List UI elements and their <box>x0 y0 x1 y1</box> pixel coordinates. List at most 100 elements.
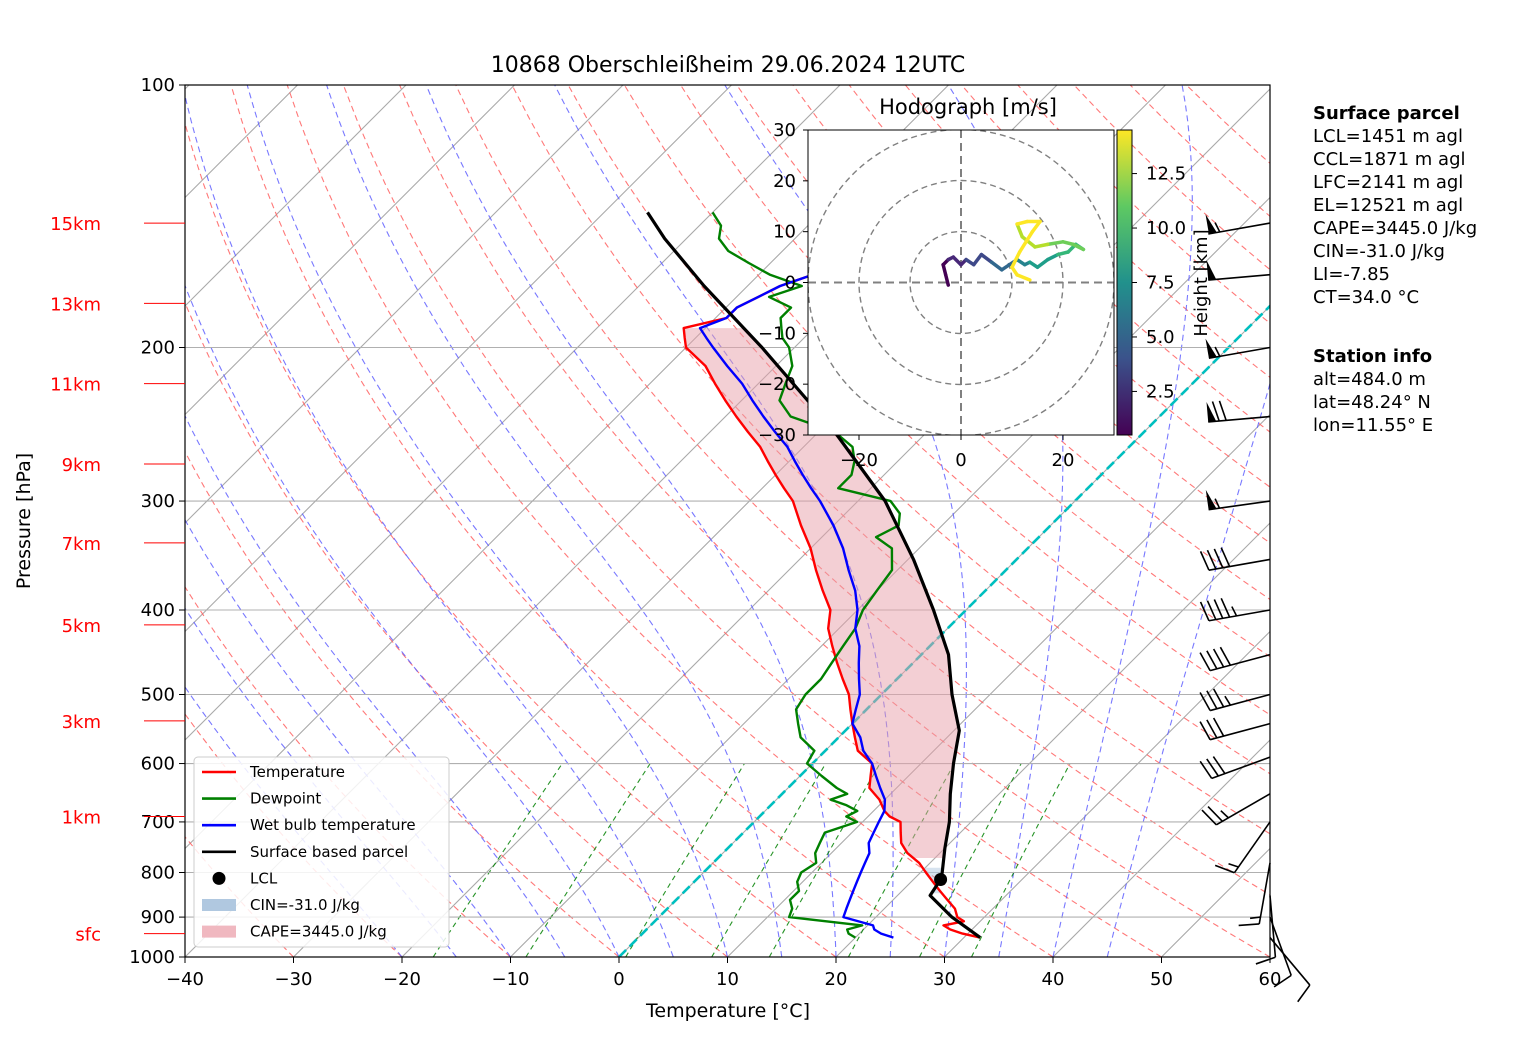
wind-barb-shaft <box>1258 862 1271 925</box>
x-axis-label: Temperature [°C] <box>645 1000 810 1022</box>
height-marker-label: 5km <box>62 616 101 637</box>
wind-barb-feather <box>1211 401 1220 422</box>
dry-adiabat-line <box>286 85 1054 957</box>
moist-adiabat-line <box>185 93 674 957</box>
wind-barb <box>1199 547 1271 571</box>
wind-barb-shaft <box>1208 273 1271 281</box>
moist-adiabat-line <box>185 284 620 957</box>
hodograph-x-tick-label: 0 <box>955 450 966 471</box>
y-axis-label: Pressure [hPa] <box>13 453 35 589</box>
wind-barb-feather <box>1273 974 1292 988</box>
wind-barb <box>1205 338 1271 360</box>
dry-adiabat-line <box>185 450 620 957</box>
hodograph-segment <box>1056 250 1070 257</box>
legend-swatch-patch <box>202 899 236 911</box>
wind-barb-half-feather <box>1220 810 1229 819</box>
wind-barb-feather <box>1199 652 1211 672</box>
hodograph-segment <box>1061 240 1075 247</box>
colorbar-tick-label: 2.5 <box>1146 381 1175 402</box>
y-tick-label: 600 <box>141 754 175 775</box>
wind-barb <box>1269 916 1292 988</box>
wind-barb-half-feather <box>1214 498 1221 509</box>
wind-barb-shaft <box>1209 693 1271 712</box>
wind-barb-feather <box>1297 984 1311 1003</box>
wind-barb-half-feather <box>1228 862 1239 868</box>
isotherm-line <box>185 85 407 307</box>
colorbar-tick-label: 5.0 <box>1146 327 1175 348</box>
station-line-alt: alt=484.0 m <box>1313 369 1426 390</box>
y-tick-label: 800 <box>141 862 175 883</box>
wind-barbs <box>1199 214 1311 1003</box>
surface-line-li: LI=-7.85 <box>1313 264 1390 285</box>
hodograph-plot-area <box>808 130 1114 435</box>
isotherm-line <box>185 85 841 741</box>
x-tick-label: 0 <box>613 969 624 990</box>
temperature-line <box>682 211 981 939</box>
dry-adiabat-line <box>230 85 945 957</box>
x-tick-label: 60 <box>1259 969 1282 990</box>
wind-barb <box>1199 756 1271 780</box>
isotherm-line <box>510 196 1270 957</box>
wind-barb <box>1269 937 1311 1003</box>
mixing-ratio-line <box>625 763 745 957</box>
legend-label: Dewpoint <box>250 790 321 808</box>
surface-line-lfc: LFC=2141 m agl <box>1313 172 1464 193</box>
wind-barb-shaft <box>1215 793 1271 826</box>
moist-adiabat-line <box>1052 85 1193 957</box>
station-line-lat: lat=48.24° N <box>1313 392 1431 413</box>
chart-title: 10868 Oberschleißheim 29.06.2024 12UTC <box>491 53 966 78</box>
hodograph-y-tick-label: 10 <box>773 222 796 243</box>
dry-adiabat-line <box>848 85 1270 488</box>
mixing-ratio-line <box>711 763 827 957</box>
station-info-heading: Station info <box>1313 346 1433 367</box>
hodograph-ring <box>909 230 1013 335</box>
reference-lines <box>185 85 1270 957</box>
hodograph-segment <box>1071 242 1086 252</box>
hodograph-segment <box>1015 222 1024 239</box>
wind-barb <box>1214 821 1271 874</box>
hodograph-segment <box>1010 250 1022 269</box>
isotherm-line <box>185 85 515 416</box>
colorbar <box>1116 129 1133 436</box>
wind-barb-feather <box>1213 599 1224 619</box>
wind-barb-shaft <box>1208 609 1271 622</box>
height-marker-label: 15km <box>50 214 101 235</box>
wind-barb-feather <box>1207 805 1223 822</box>
wind-barb-half-feather <box>1224 695 1232 706</box>
wind-barb-shaft <box>1211 756 1271 780</box>
wind-barb-feather <box>1206 600 1217 620</box>
y-tick-label: 900 <box>141 907 175 928</box>
moist-adiabat-line <box>425 85 837 957</box>
moist-adiabat-line <box>947 85 1064 957</box>
mixing-ratio-line <box>432 763 563 957</box>
x-tick-label: −40 <box>166 969 204 990</box>
dry-adiabat-line <box>342 85 1162 957</box>
wind-barb <box>1199 597 1271 622</box>
legend-label: Temperature <box>249 763 345 781</box>
wind-barb-shaft <box>1209 653 1271 672</box>
wind-barb <box>1238 862 1271 927</box>
isotherm-line <box>727 413 1270 957</box>
hodograph-segment <box>951 255 963 267</box>
dry-adiabat-line <box>185 121 837 957</box>
hodograph-segment <box>1030 219 1042 234</box>
y-tick-label: 100 <box>141 75 175 96</box>
hodograph-segment <box>1045 252 1060 262</box>
hodograph-segment <box>1045 240 1065 247</box>
x-tick-label: −20 <box>383 969 421 990</box>
zero-isotherm-line <box>618 304 1270 957</box>
x-tick-label: 40 <box>1042 969 1065 990</box>
wind-barb-flag <box>1206 260 1217 280</box>
colorbar-tick-label: 12.5 <box>1146 164 1186 185</box>
profile-series <box>646 211 982 939</box>
hodograph-segment <box>1035 257 1050 269</box>
wind-barb <box>1205 489 1271 511</box>
x-tick-label: 50 <box>1150 969 1173 990</box>
wind-barb-feather <box>1201 809 1217 826</box>
legend-label: CAPE=3445.0 J/kg <box>250 923 387 941</box>
dry-adiabat-line <box>455 85 1270 896</box>
dewpoint-line <box>711 211 901 939</box>
wind-barb-feather <box>1199 601 1210 622</box>
